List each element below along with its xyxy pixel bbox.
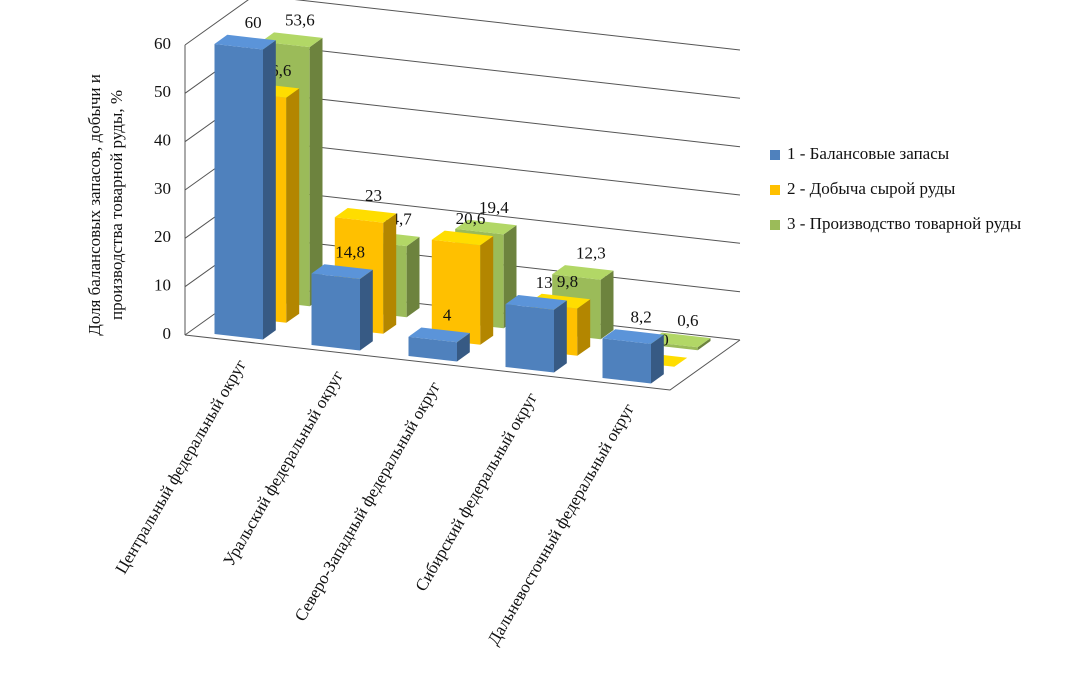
bar-front: [505, 304, 554, 373]
bar-top: [214, 34, 276, 50]
bar-side: [554, 300, 567, 373]
bar-front: [214, 44, 263, 340]
legend-swatch: [770, 185, 780, 195]
bar-top: [261, 32, 323, 48]
grid-line: [184, 0, 741, 51]
bar-side: [600, 270, 614, 340]
bar-side: [309, 37, 323, 307]
bar-top: [455, 219, 517, 235]
bar-side: [383, 213, 397, 334]
wall-edge: [184, 334, 741, 391]
legend-swatch: [770, 150, 780, 160]
bar-top: [334, 208, 397, 223]
legend-label: 3 - Производство товарной руды: [787, 214, 1022, 233]
value-label: 8,2: [631, 307, 652, 326]
bar-top: [431, 230, 494, 246]
value-label: 0: [660, 330, 669, 349]
bar-top: [408, 327, 470, 343]
bar-top: [649, 332, 711, 348]
value-label: 19,4: [479, 198, 509, 217]
legend-swatch: [770, 220, 780, 230]
bar: [431, 230, 494, 345]
bar-side: [406, 236, 420, 318]
y-axis-title-line: производства товарной руды, %: [107, 90, 126, 320]
bar-front: [431, 239, 481, 345]
bar-side: [457, 333, 470, 362]
value-label: 14,8: [335, 243, 365, 262]
bar-top: [311, 264, 373, 279]
x-tick-label: Уральский федеральный округ: [219, 367, 347, 569]
bar: [602, 329, 664, 384]
bar-side: [480, 236, 494, 345]
bar-side: [697, 338, 711, 351]
y-tick-label: 10: [154, 276, 171, 295]
y-axis-title-line: Доля балансовых запасов, добычи и: [85, 74, 104, 336]
value-label: 23: [365, 186, 382, 205]
bar-front: [408, 336, 457, 362]
y-tick-label: 0: [163, 324, 172, 343]
y-tick-label: 30: [154, 179, 171, 198]
bar: [311, 264, 373, 351]
bar-front: [311, 273, 360, 351]
bar-side: [286, 88, 300, 323]
value-label: 12,3: [576, 243, 606, 262]
y-tick-label: 50: [154, 82, 171, 101]
y-tick-label: 40: [154, 131, 171, 150]
bar-side: [360, 269, 373, 351]
y-tick-label: 60: [154, 34, 171, 53]
legend-label: 2 - Добыча сырой руды: [787, 179, 956, 198]
y-axis-title: Доля балансовых запасов, добычи и произв…: [85, 74, 126, 336]
bar: [214, 34, 276, 340]
bar-front: [602, 338, 651, 384]
bar-top: [602, 329, 664, 344]
bar-top: [552, 265, 614, 280]
y-tick-label: 20: [154, 227, 171, 246]
value-label: 53,6: [285, 11, 315, 30]
value-label: 20,6: [456, 209, 486, 228]
bar-side: [263, 40, 276, 340]
bar: [408, 327, 470, 362]
bar-top: [505, 295, 567, 310]
value-label: 60: [245, 13, 262, 32]
value-label: 0,6: [677, 311, 698, 330]
value-label: 4: [443, 306, 452, 325]
x-tick-label: Сибирский федеральный округ: [411, 389, 541, 594]
legend-label: 1 - Балансовые запасы: [787, 144, 950, 163]
bar: [505, 295, 567, 373]
bar-side: [577, 299, 591, 356]
value-label: 9,8: [557, 272, 578, 291]
bar-side: [651, 334, 664, 384]
value-label: 13: [536, 273, 553, 292]
